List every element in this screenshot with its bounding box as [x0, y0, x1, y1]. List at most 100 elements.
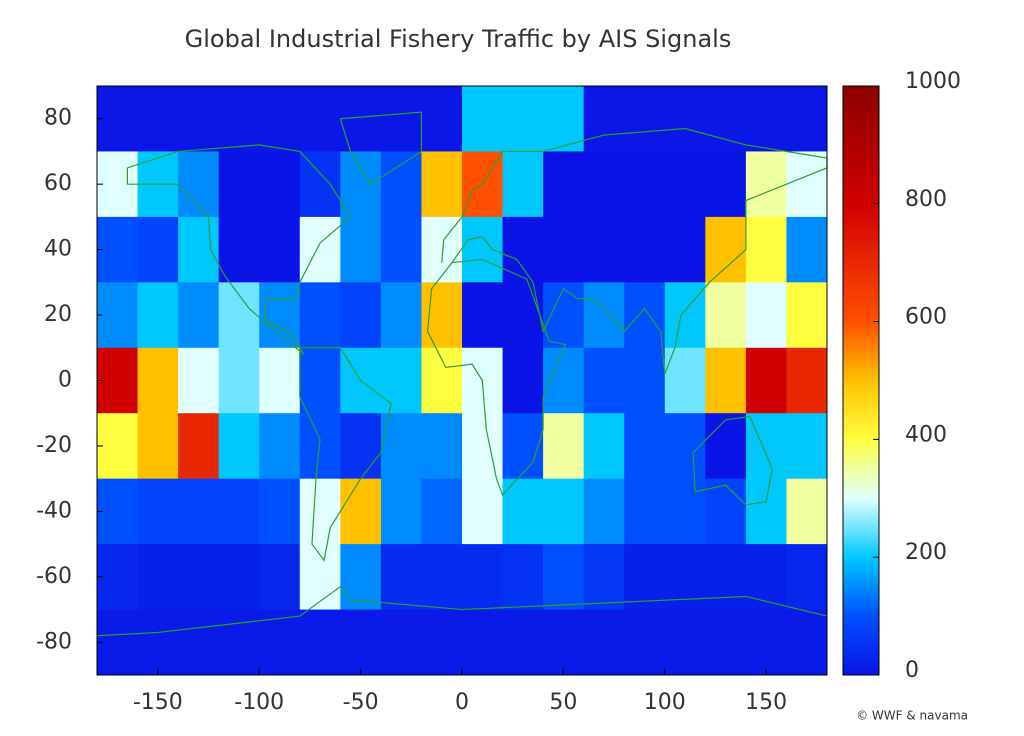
heat-cell	[705, 544, 747, 611]
y-tick-label: 60	[44, 171, 72, 196]
heat-cell	[502, 151, 544, 218]
heat-cell	[299, 216, 341, 283]
heat-cell	[462, 216, 504, 283]
heat-cell	[462, 282, 504, 349]
heat-cell	[380, 86, 422, 152]
heat-cell	[259, 151, 301, 218]
coastline	[426, 258, 567, 497]
heat-cell	[502, 216, 544, 283]
y-tick-label: -40	[36, 498, 72, 523]
y-tick-label: 20	[44, 302, 72, 327]
heat-cell	[583, 282, 625, 349]
heat-cell	[259, 478, 301, 545]
heat-cell	[259, 609, 301, 676]
heat-cell	[340, 86, 382, 152]
heat-cell	[705, 413, 747, 480]
heat-cell	[543, 282, 585, 349]
heat-cell	[218, 282, 260, 349]
x-tick-label: 50	[549, 690, 577, 715]
heat-cell	[462, 86, 504, 152]
coastline	[96, 585, 828, 637]
heat-cell	[340, 544, 382, 611]
heat-cell	[705, 478, 747, 545]
heat-cell	[462, 544, 504, 611]
heat-cell	[421, 282, 463, 349]
heat-cell	[178, 609, 220, 676]
x-tick-label: 100	[644, 690, 686, 715]
heat-cell	[786, 478, 828, 545]
heat-cell	[462, 609, 504, 676]
colorbar	[842, 85, 880, 676]
heat-cell	[705, 609, 747, 676]
heat-cell	[583, 478, 625, 545]
heat-cell	[340, 609, 382, 676]
heat-cell	[705, 151, 747, 218]
heat-cell	[543, 216, 585, 283]
heat-cell	[299, 413, 341, 480]
heat-cell	[137, 609, 179, 676]
y-tick-label: 0	[58, 368, 72, 393]
coastline	[692, 415, 773, 506]
heat-cell	[380, 151, 422, 218]
heat-cell	[583, 151, 625, 218]
heat-cell	[583, 216, 625, 283]
heat-cell	[218, 544, 260, 611]
heat-cell	[624, 544, 666, 611]
heat-cell	[421, 86, 463, 152]
heat-cell	[97, 86, 139, 152]
heat-cell	[299, 347, 341, 414]
heat-cell	[137, 282, 179, 349]
heat-cell	[340, 151, 382, 218]
heat-cell	[664, 282, 706, 349]
heat-cell	[786, 151, 828, 218]
heat-cell	[340, 413, 382, 480]
heat-cell	[259, 347, 301, 414]
coastline	[441, 127, 828, 375]
heat-cell	[218, 478, 260, 545]
heat-cell	[299, 282, 341, 349]
coastline	[126, 144, 352, 355]
heat-cell	[421, 478, 463, 545]
heat-cell	[218, 216, 260, 283]
x-tick-label: -150	[133, 690, 183, 715]
heat-cell	[705, 282, 747, 349]
heat-cell	[178, 544, 220, 611]
heat-cell	[543, 609, 585, 676]
heat-cell	[462, 413, 504, 480]
y-tick-label: 40	[44, 237, 72, 262]
heat-cell	[97, 282, 139, 349]
heat-cell	[421, 151, 463, 218]
heat-cell	[299, 544, 341, 611]
heat-cell	[583, 544, 625, 611]
heat-cell	[543, 478, 585, 545]
colorbar-tick-label: 800	[905, 187, 947, 212]
heat-cell	[259, 413, 301, 480]
y-tick-label: -20	[36, 433, 72, 458]
heat-cell	[380, 544, 422, 611]
heat-cell	[664, 478, 706, 545]
heat-cell	[340, 478, 382, 545]
heat-cell	[259, 216, 301, 283]
colorbar-tick-label: 600	[905, 305, 947, 330]
heat-cell	[97, 347, 139, 414]
heat-cell	[745, 544, 787, 611]
x-tick-label: 0	[455, 690, 469, 715]
heat-cell	[786, 609, 828, 676]
heat-cell	[745, 413, 787, 480]
heat-cell	[543, 86, 585, 152]
colorbar-tick-label: 1000	[905, 69, 961, 94]
heat-cell	[745, 151, 787, 218]
heat-cell	[786, 86, 828, 152]
heat-cell	[218, 151, 260, 218]
heat-cell	[786, 347, 828, 414]
heat-cell	[340, 216, 382, 283]
heat-cell	[664, 347, 706, 414]
heat-cell	[97, 544, 139, 611]
heat-cell	[502, 282, 544, 349]
heat-cell	[745, 282, 787, 349]
heat-cell	[502, 347, 544, 414]
heat-cell	[664, 216, 706, 283]
heat-cell	[624, 609, 666, 676]
heat-cell	[97, 216, 139, 283]
